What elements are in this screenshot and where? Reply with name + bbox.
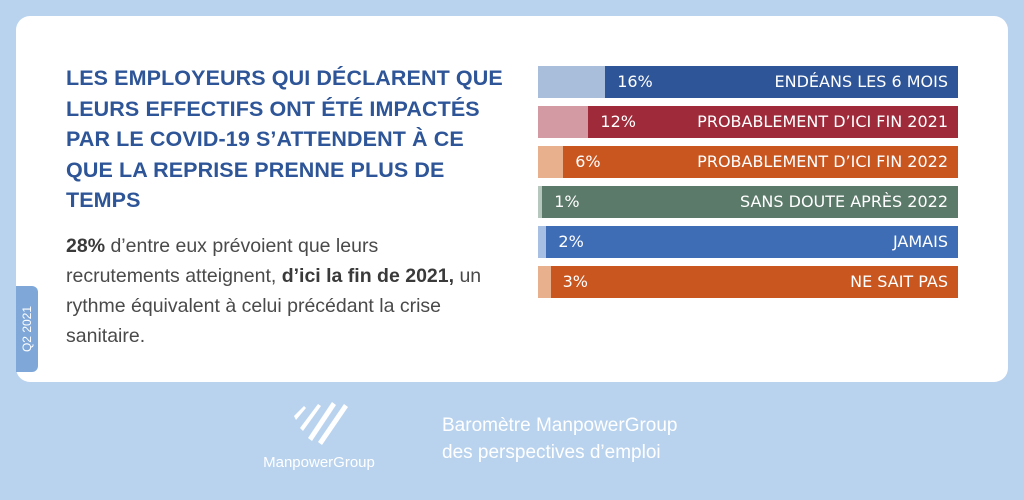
body-part-3: un rythme équivalent à celui précédant l… — [66, 265, 482, 347]
bar-row: 3% NE SAIT PAS — [538, 266, 958, 298]
bar — [538, 186, 543, 218]
bar-value-label: 1% — [554, 192, 580, 211]
bar-value-label: 2% — [558, 232, 584, 251]
quarter-tag: Q2 2021 — [20, 305, 35, 353]
bar-background — [538, 226, 958, 258]
body-part-1: d’entre eux prévoient que leurs recrutem… — [66, 235, 379, 287]
bar-value-label: 6% — [575, 152, 601, 171]
manpowergroup-logo: ManpowerGroup — [244, 398, 394, 482]
footer-line-2: des perspectives d’emploi — [442, 442, 661, 463]
bar-background — [538, 106, 958, 138]
bar-category-label: SANS DOUTE APRÈS 2022 — [740, 192, 948, 211]
bar — [538, 146, 564, 178]
logo-text: ManpowerGroup — [263, 454, 375, 471]
bar-value-label: 12% — [600, 112, 636, 131]
bar-category-label: PROBABLEMENT D’ICI FIN 2022 — [697, 152, 948, 171]
bar-row: 6% PROBABLEMENT D’ICI FIN 2022 — [538, 146, 958, 178]
bar-background — [538, 186, 958, 218]
body-highlight-pct: 28% — [66, 235, 106, 257]
body-text: 28% d’entre eux prévoient que leurs recr… — [66, 231, 486, 351]
bar-background — [538, 66, 958, 98]
bar-category-label: JAMAIS — [892, 232, 948, 251]
bar-category-label: PROBABLEMENT D’ICI FIN 2021 — [697, 112, 948, 131]
bar-row: 1% SANS DOUTE APRÈS 2022 — [538, 186, 958, 218]
bar-category-label: ENDÉANS LES 6 MOIS — [774, 72, 948, 91]
quarter-tab: Q2 2021 — [16, 286, 38, 372]
bar-value-label: 16% — [617, 72, 653, 91]
bar-value-label: 3% — [562, 272, 588, 291]
bar-category-label: NE SAIT PAS — [850, 272, 948, 291]
footer-line-1: Baromètre ManpowerGroup — [442, 415, 678, 436]
bar — [538, 266, 551, 298]
bar-row: 2% JAMAIS — [538, 226, 958, 258]
manpower-logo-icon — [294, 402, 348, 445]
headline: LES EMPLOYEURS QUI DÉCLARENT QUE LEURS E… — [66, 66, 503, 212]
bar-background — [538, 266, 958, 298]
bar — [538, 106, 589, 138]
body-highlight-date: d’ici la fin de 2021, — [281, 265, 455, 287]
bar-background — [538, 146, 958, 178]
bar-chart: 16% ENDÉANS LES 6 MOIS 12% PROBABLEMENT D’I… — [538, 66, 958, 298]
bar-row: 16% ENDÉANS LES 6 MOIS — [538, 66, 958, 98]
bar — [538, 226, 547, 258]
footer-text: Baromètre ManpowerGroup des perspectives… — [442, 412, 678, 466]
bar-row: 12% PROBABLEMENT D’ICI FIN 2021 — [538, 106, 958, 138]
bar — [538, 66, 606, 98]
